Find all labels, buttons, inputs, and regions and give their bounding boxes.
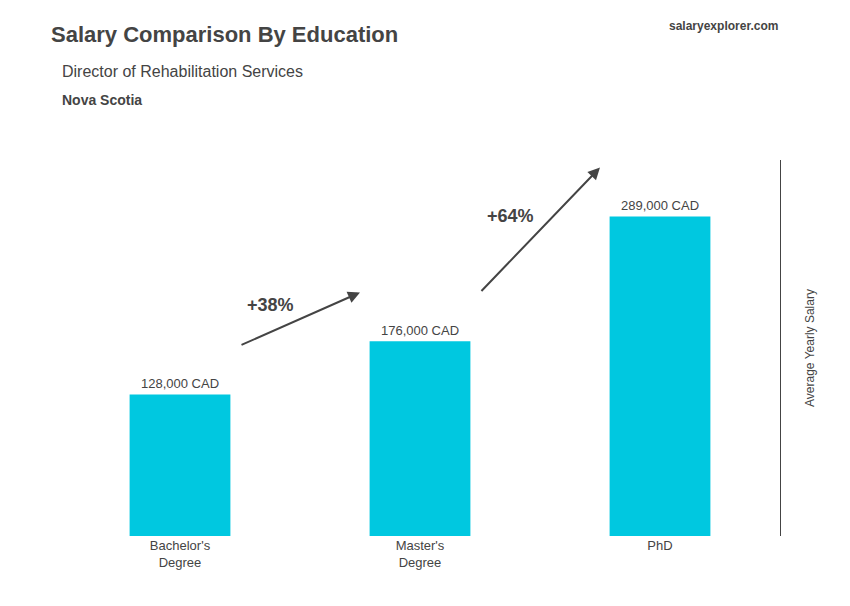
svg-text:Bachelor'sDegree: Bachelor'sDegree [150, 538, 211, 570]
svg-text:289,000 CAD: 289,000 CAD [621, 198, 699, 213]
svg-text:Nova Scotia: Nova Scotia [62, 92, 142, 108]
svg-text:salaryexplorer.com: salaryexplorer.com [669, 19, 778, 33]
svg-text:+64%: +64% [487, 206, 534, 226]
svg-text:Salary Comparison By Education: Salary Comparison By Education [51, 22, 398, 47]
svg-text:PhD: PhD [647, 538, 672, 553]
svg-text:Director of Rehabilitation Ser: Director of Rehabilitation Services [62, 63, 303, 80]
svg-text:128,000 CAD: 128,000 CAD [141, 376, 219, 391]
svg-text:Average Yearly Salary: Average Yearly Salary [803, 289, 817, 407]
svg-text:176,000 CAD: 176,000 CAD [381, 323, 459, 338]
svg-text:+38%: +38% [247, 295, 294, 315]
svg-text:Master'sDegree: Master'sDegree [396, 538, 445, 570]
